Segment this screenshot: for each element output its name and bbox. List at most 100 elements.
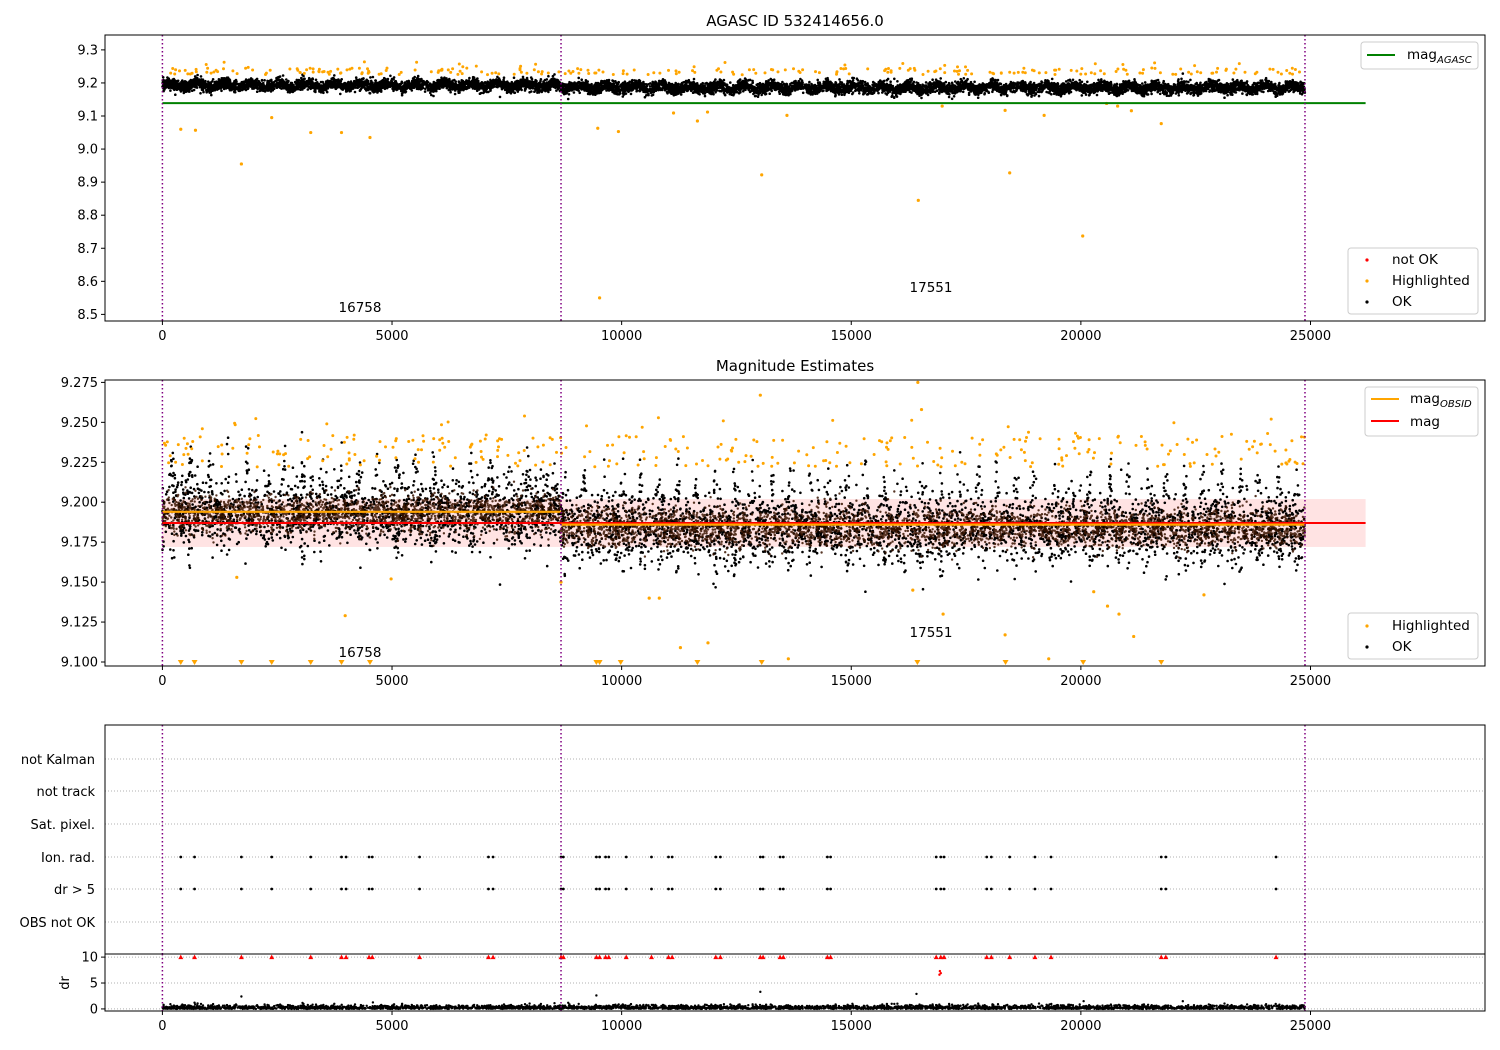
flag-point-ion-rad [670, 855, 674, 859]
flag-point-ion-rad [667, 855, 670, 859]
flag-point-dr [239, 887, 243, 891]
magnitude-axes-frame [104, 379, 1486, 667]
flag-point-ion-rad [598, 855, 601, 859]
flag-point-ion-rad [825, 855, 829, 859]
legend-marker-ok [1365, 645, 1369, 649]
flag-point-dr [309, 887, 313, 891]
legend-marker-highlighted [1365, 624, 1369, 628]
highlighted-point [1081, 234, 1085, 238]
out-of-range-marker [177, 660, 184, 665]
out-of-range-marker [1158, 660, 1165, 665]
flag-point-dr [1159, 887, 1163, 891]
y-tick-label: 9.125 [61, 616, 98, 631]
flag-point-dr [561, 887, 565, 891]
highlighted-point [597, 296, 602, 300]
out-of-range-marker [268, 660, 275, 665]
flag-point-dr [1049, 887, 1053, 891]
highlighted-point [785, 113, 789, 117]
highlighted-point [616, 129, 621, 134]
dr-plot-area [105, 954, 1485, 1011]
highlighted-point [1047, 657, 1051, 661]
highlighted-point [671, 111, 676, 115]
dr-x-ticks: 0 5000 10000 15000 20000 25000 [158, 1011, 1331, 1034]
obs-label-first: 16758 [339, 300, 382, 316]
highlighted-point [695, 119, 700, 123]
agasc-plot-area [161, 35, 1366, 321]
flag-point-dr [825, 887, 829, 891]
x-tick-label: 5000 [375, 329, 408, 344]
x-tick-label: 20000 [1060, 1019, 1101, 1034]
magnitude-title: Magnitude Estimates [716, 357, 874, 375]
highlighted-point [678, 646, 683, 650]
dr-clipped-marker [933, 954, 939, 960]
x-tick-label: 10000 [601, 674, 642, 689]
flag-point-ion-rad [270, 855, 274, 859]
flag-point-ion-rad [650, 855, 653, 859]
dr-outlier-point [240, 995, 243, 998]
flag-point-dr [989, 887, 993, 891]
out-of-range-marker [914, 660, 921, 665]
dr-clipped-marker [192, 954, 198, 960]
flag-point-dr [594, 887, 598, 891]
flags-plot-area [105, 725, 1485, 954]
flag-point-dr [942, 887, 946, 891]
flag-point-ion-rad [607, 855, 611, 859]
highlighted-point [760, 173, 764, 177]
flag-point-ion-rad [718, 855, 722, 859]
out-of-range-marker [1080, 660, 1087, 665]
y-tick-label: 9.2 [77, 76, 98, 91]
out-of-range-marker [596, 660, 603, 665]
legend-label-not-ok: not OK [1392, 252, 1439, 268]
highlighted-point [1003, 633, 1007, 637]
y-tick-label: 9.0 [77, 143, 98, 158]
out-of-range-marker [366, 660, 373, 665]
flag-point-ion-rad [942, 855, 946, 859]
x-tick-label: 5000 [375, 674, 408, 689]
out-of-range-marker [1002, 660, 1009, 665]
legend-frame [1347, 247, 1479, 315]
highlighted-point [940, 104, 944, 108]
y-tick-label: 8.6 [77, 275, 98, 290]
flag-point-ion-rad [1033, 855, 1037, 859]
highlighted-point [270, 116, 274, 120]
dr-axes-frame [104, 953, 1486, 1012]
y-tick-label: 8.7 [77, 242, 98, 257]
flag-point-dr [370, 887, 374, 891]
highlighted-point [389, 577, 393, 581]
obs-label-first: 16758 [339, 645, 382, 661]
dr-panel: 10 5 0 0 5000 10000 15000 20000 25000 dr [58, 951, 1486, 1034]
highlighted-point [596, 126, 600, 130]
obs-label-second: 17551 [910, 625, 953, 641]
highlighted-point [179, 127, 183, 131]
flag-point-dr [491, 887, 495, 891]
flag-point-dr [344, 887, 348, 891]
highlighted-point [1008, 171, 1012, 175]
dr-clipped-marker [1273, 954, 1279, 960]
flag-label-ion-rad: Ion. rad. [41, 851, 95, 866]
flag-point-dr [1033, 887, 1037, 891]
flag-point-ion-rad [939, 855, 943, 859]
highlighted-point [786, 657, 790, 661]
flag-point-ion-rad [989, 855, 993, 859]
flag-point-dr [718, 887, 722, 891]
highlighted-point [1129, 109, 1133, 113]
flag-point-ion-rad [604, 855, 607, 859]
legend-label-mag: mag [1410, 414, 1440, 430]
dr-clipped-marker [238, 954, 244, 960]
dr-outlier-point [939, 971, 943, 975]
y-tick-label: 9.175 [61, 536, 98, 551]
highlighted-point [919, 407, 924, 412]
flag-point-ion-rad [594, 855, 598, 859]
agasc-points-legend: not OK Highlighted OK [1347, 247, 1479, 315]
highlighted-fringe-points [162, 414, 1306, 469]
x-tick-label: 5000 [375, 1019, 408, 1034]
flag-point-ion-rad [487, 855, 490, 859]
flag-point-dr [939, 887, 943, 891]
flag-point-dr [761, 887, 765, 891]
flag-point-ion-rad [1159, 855, 1163, 859]
magnitude-panel: Magnitude Estimates 9.275 9.250 9.225 9.200… [61, 357, 1486, 689]
flag-point-dr [487, 887, 490, 891]
dr-outlier-point [938, 969, 942, 973]
magnitude-plot-area [161, 380, 1366, 666]
dr-outlier-point [759, 990, 762, 994]
